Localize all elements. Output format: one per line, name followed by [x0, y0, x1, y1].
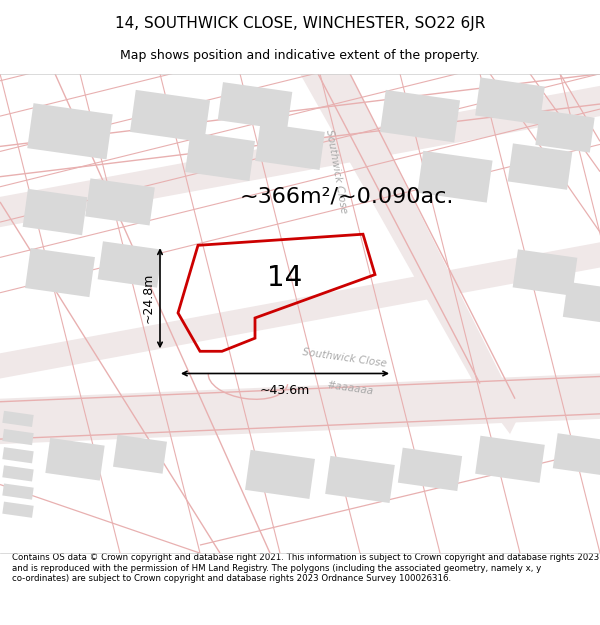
Bar	[2, 411, 34, 427]
Bar	[325, 456, 395, 503]
Bar	[418, 151, 493, 202]
Bar	[185, 132, 255, 181]
Text: Southwick Close: Southwick Close	[302, 348, 388, 369]
Bar	[553, 433, 600, 475]
Bar	[398, 448, 462, 491]
Polygon shape	[0, 86, 600, 227]
Text: 14, SOUTHWICK CLOSE, WINCHESTER, SO22 6JR: 14, SOUTHWICK CLOSE, WINCHESTER, SO22 6J…	[115, 16, 485, 31]
Polygon shape	[0, 374, 600, 444]
Bar	[535, 110, 595, 152]
Text: 14: 14	[268, 264, 302, 292]
Bar	[130, 90, 210, 142]
Bar	[475, 78, 545, 124]
Text: ~366m²/~0.090ac.: ~366m²/~0.090ac.	[240, 187, 454, 207]
Bar	[2, 484, 34, 499]
Text: ~43.6m: ~43.6m	[260, 384, 310, 397]
Bar	[563, 282, 600, 324]
Bar	[255, 123, 325, 170]
Bar	[2, 502, 34, 518]
Bar	[380, 90, 460, 142]
Text: ~24.8m: ~24.8m	[142, 273, 155, 324]
Bar	[2, 429, 34, 445]
Bar	[245, 450, 315, 499]
Bar	[508, 143, 572, 190]
Bar	[85, 178, 155, 226]
Bar	[113, 435, 167, 474]
Bar	[475, 436, 545, 483]
Bar	[2, 447, 34, 463]
Text: Contains OS data © Crown copyright and database right 2021. This information is : Contains OS data © Crown copyright and d…	[12, 553, 599, 583]
Text: Southwick Close: Southwick Close	[323, 129, 349, 214]
Bar	[27, 103, 113, 159]
Bar	[218, 82, 292, 130]
Polygon shape	[300, 74, 520, 434]
Bar	[512, 249, 577, 296]
Bar	[25, 248, 95, 297]
Bar	[2, 465, 34, 481]
Text: #aaaaaa: #aaaaaa	[326, 381, 374, 397]
Bar	[46, 438, 104, 481]
Bar	[98, 241, 163, 288]
Text: Map shows position and indicative extent of the property.: Map shows position and indicative extent…	[120, 49, 480, 62]
Bar	[23, 189, 88, 235]
Polygon shape	[0, 242, 600, 379]
